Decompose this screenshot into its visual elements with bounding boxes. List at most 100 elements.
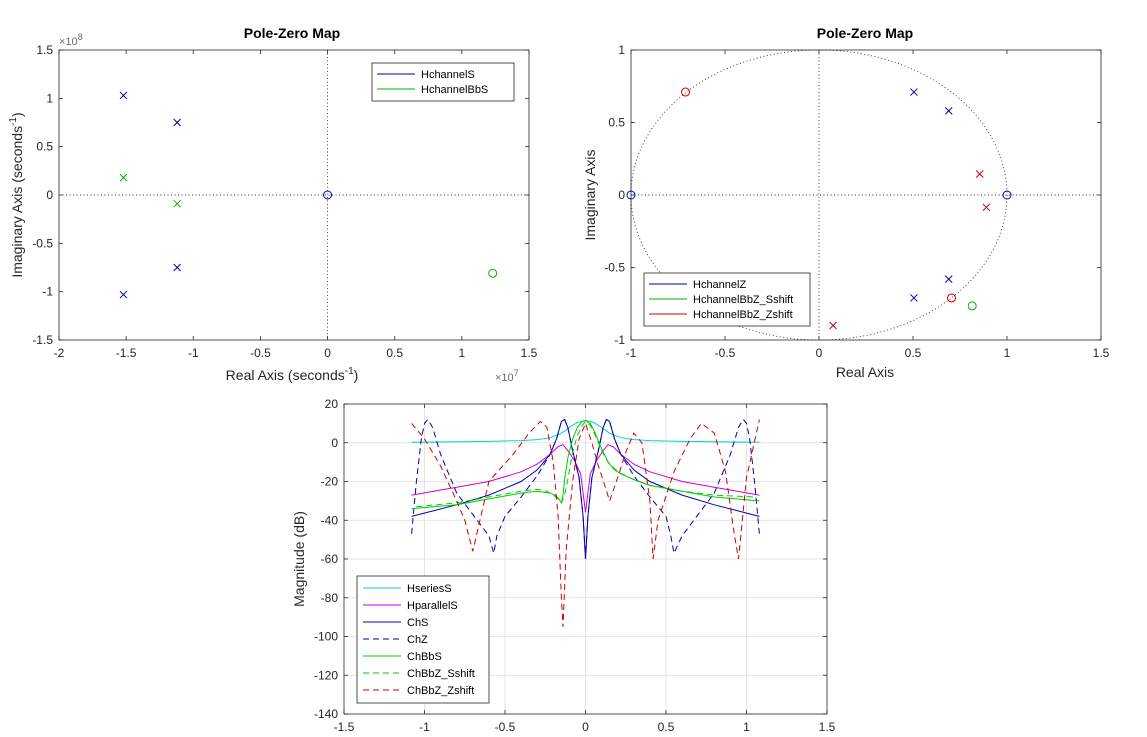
x-tick-label: -0.5 <box>495 720 516 734</box>
legend-entry: ChBbS <box>407 651 442 663</box>
pole-marker <box>944 107 953 115</box>
x-tick-label: -2 <box>54 346 65 360</box>
y-tick-label: -60 <box>321 552 339 566</box>
y-tick-label: -20 <box>321 475 339 489</box>
x-tick-label: 1.5 <box>1093 346 1110 360</box>
y-tick-label: 0.5 <box>36 140 53 154</box>
pole-marker <box>173 118 182 127</box>
pole-marker <box>910 294 918 302</box>
x-tick-label: 0 <box>816 346 823 360</box>
zero-marker <box>967 301 977 311</box>
z-plane-pole-zero-map: -1 -0.5 0 0.5 1 1.5-1-0.500.51 Pole-Zero Map … <box>582 25 1110 380</box>
y-tick-label: -1 <box>42 285 53 299</box>
s-plane-y-exponent-base: ×10 <box>59 36 78 48</box>
x-tick-label: -1.5 <box>116 346 137 360</box>
y-tick-label: -120 <box>314 668 338 682</box>
y-tick-label: 0 <box>331 436 338 450</box>
s-plane-x-axis-label-sup: -1 <box>345 366 354 377</box>
series-line-chbbz-zshift <box>411 419 760 627</box>
legend-entry: HseriesS <box>407 583 452 595</box>
x-tick-label: -1 <box>188 346 199 360</box>
y-tick-label: 1 <box>618 43 625 57</box>
s-plane-pole-zero-map: -2 -1.5 -1 -0.5 0 0.5 1 1.5-1.5-1-0.500.511.5 P… <box>8 25 538 384</box>
x-tick-label: -1.5 <box>334 720 355 734</box>
pole-marker <box>119 290 128 299</box>
s-plane-ticks: -2 -1.5 -1 -0.5 0 0.5 1 1.5-1.5-1-0.500.511.5 <box>32 43 537 360</box>
s-plane-y-exponent: ×108 <box>59 32 83 48</box>
magnitude-lines <box>411 418 760 627</box>
pole-marker <box>910 88 918 96</box>
s-plane-legend: HchannelS HchannelBbS <box>371 62 515 102</box>
s-plane-x-axis-label: Real Axis (seconds-1) <box>226 366 359 383</box>
s-plane-x-exponent-base: ×10 <box>495 372 514 384</box>
magnitude-response-plot: -1.5 -1 -0.5 0 0.5 1 1.5 -140 -120 -100 -80 -60 -40 -… <box>291 397 836 734</box>
legend-entry: ChBbZ_Zshift <box>407 685 474 697</box>
y-tick-label: 1 <box>46 91 53 105</box>
z-plane-y-axis-label: Imaginary Axis <box>582 149 598 240</box>
pole-marker <box>944 275 953 283</box>
pole-marker <box>173 199 182 208</box>
series-line-chz <box>411 418 760 560</box>
x-tick-label: 1.5 <box>819 720 836 734</box>
s-plane-x-exponent: ×107 <box>495 368 519 384</box>
x-tick-label: 1.5 <box>521 346 538 360</box>
legend-entry: HchannelBbS <box>421 84 488 96</box>
pole-marker <box>975 170 984 178</box>
legend-entry: ChBbZ_Sshift <box>407 668 475 680</box>
s-plane-marks <box>59 50 529 340</box>
pole-marker <box>119 91 128 100</box>
x-tick-label: 1 <box>1004 346 1011 360</box>
x-tick-label: -0.5 <box>715 346 736 360</box>
s-plane-x-axis-label-main: Real Axis (seconds <box>226 367 345 383</box>
x-tick-label: 0 <box>582 720 589 734</box>
x-tick-label: -1 <box>626 346 637 360</box>
pole-marker <box>119 173 128 182</box>
x-tick-label: 1 <box>743 720 750 734</box>
x-tick-label: 0.5 <box>658 720 675 734</box>
x-tick-label: -1 <box>419 720 430 734</box>
magnitude-ticks: -1.5 -1 -0.5 0 0.5 1 1.5 -140 -120 -100 -80 -60 -40 -… <box>314 397 836 734</box>
x-tick-label: 0.5 <box>905 346 922 360</box>
legend-entry: ChZ <box>407 634 428 646</box>
z-plane-title: Pole-Zero Map <box>817 25 913 41</box>
zero-marker <box>488 268 498 278</box>
y-tick-label: -1.5 <box>32 333 53 347</box>
z-plane-x-axis-label: Real Axis <box>836 364 894 380</box>
y-tick-label: 20 <box>325 397 339 411</box>
legend-entry: HchannelZ <box>693 279 746 291</box>
s-plane-x-exponent-power: 7 <box>514 368 519 378</box>
legend-entry: HchannelBbZ_Sshift <box>693 294 793 306</box>
x-tick-label: -0.5 <box>250 346 271 360</box>
zero-marker <box>323 190 333 200</box>
s-plane-y-axis-label: Imaginary Axis (seconds-1) <box>8 112 25 277</box>
x-tick-label: 0 <box>324 346 331 360</box>
z-plane-ticks: -1 -0.5 0 0.5 1 1.5 -1 -0.5 0 0.5 1 <box>604 43 1109 360</box>
y-tick-label: 0.5 <box>608 116 625 130</box>
s-plane-title: Pole-Zero Map <box>244 25 340 41</box>
pole-marker <box>173 263 182 272</box>
legend-box <box>371 62 515 102</box>
y-tick-label: 0 <box>46 188 53 202</box>
s-plane-x-axis-label-end: ) <box>354 367 359 383</box>
x-tick-label: 1 <box>459 346 466 360</box>
y-tick-label: -140 <box>314 707 338 721</box>
s-plane-y-axis-label-end: ) <box>9 112 25 117</box>
s-plane-y-axis-label-main: Imaginary Axis (seconds <box>9 126 25 278</box>
y-tick-label: 1.5 <box>36 43 53 57</box>
y-tick-label: 0 <box>618 188 625 202</box>
series-line-hparallels <box>411 444 760 513</box>
zero-marker <box>947 293 957 303</box>
legend-entry: HchannelS <box>421 69 475 81</box>
y-tick-label: -80 <box>321 591 339 605</box>
series-line-chbbz-sshift <box>416 420 755 508</box>
y-tick-label: -0.5 <box>604 261 625 275</box>
y-tick-label: -40 <box>321 513 339 527</box>
pole-marker <box>982 203 991 212</box>
y-tick-label: -0.5 <box>32 236 53 250</box>
y-tick-label: -1 <box>614 333 625 347</box>
zero-marker <box>1002 190 1012 200</box>
magnitude-legend: HseriesS HparallelS ChS ChZ ChBbS ChBbZ_Sshif… <box>356 575 490 704</box>
magnitude-y-axis-label: Magnitude (dB) <box>291 511 307 607</box>
legend-entry: HchannelBbZ_Zshift <box>693 309 793 321</box>
